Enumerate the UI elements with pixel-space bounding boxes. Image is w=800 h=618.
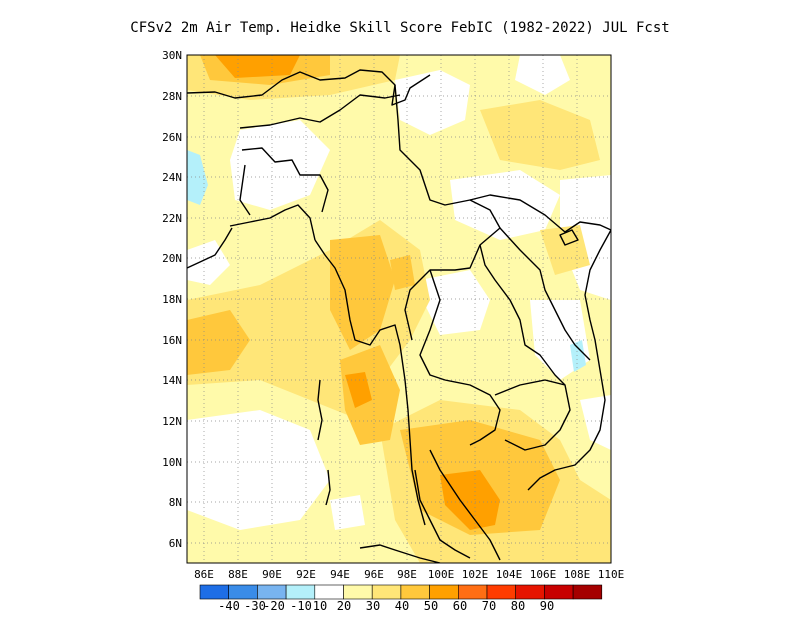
lat-tick-label: 14N (162, 374, 182, 387)
colorbar-swatch (457, 584, 488, 600)
lon-tick-label: 100E (428, 568, 455, 581)
lat-tick-label: 30N (162, 49, 182, 62)
lat-axis: 30N 28N 26N 24N 22N 20N 18N 16N 14N 12N … (162, 49, 182, 550)
colorbar-swatch (486, 584, 517, 600)
colorbar-swatch (343, 584, 373, 600)
lon-tick-label: 106E (530, 568, 557, 581)
lat-tick-label: 8N (169, 496, 182, 509)
colorbar-label: 80 (511, 599, 525, 613)
colorbar-swatch (314, 584, 344, 600)
lat-tick-label: 26N (162, 131, 182, 144)
lat-tick-label: 10N (162, 456, 182, 469)
colorbar-label: 60 (453, 599, 467, 613)
colorbar: -40 -30 -20 -10 10 20 30 40 50 60 70 80 … (199, 584, 603, 613)
lat-tick-label: 28N (162, 90, 182, 103)
colorbar-label: 40 (395, 599, 409, 613)
lon-tick-label: 104E (496, 568, 523, 581)
colorbar-swatch (572, 584, 603, 600)
colorbar-swatch (257, 584, 287, 600)
lon-tick-label: 90E (262, 568, 282, 581)
colorbar-label: 50 (424, 599, 438, 613)
lat-tick-label: 16N (162, 334, 182, 347)
colorbar-boxes (199, 584, 603, 600)
colorbar-swatch (544, 584, 574, 600)
colorbar-label: -30 (244, 599, 266, 613)
lat-tick-label: 18N (162, 293, 182, 306)
colorbar-label: 10 (313, 599, 327, 613)
colorbar-swatch (199, 584, 230, 600)
colorbar-swatch (515, 584, 545, 600)
lon-tick-label: 102E (462, 568, 489, 581)
lat-tick-label: 22N (162, 212, 182, 225)
colorbar-labels: -40 -30 -20 -10 10 20 30 40 50 60 70 80 … (218, 599, 554, 613)
lat-tick-label: 6N (169, 537, 182, 550)
colorbar-label: -20 (263, 599, 285, 613)
colorbar-swatch (400, 584, 430, 600)
colorbar-swatch (285, 584, 316, 600)
lon-axis: 86E 88E 90E 92E 94E 96E 98E 100E 102E 10… (194, 568, 624, 581)
lat-tick-label: 20N (162, 252, 182, 265)
colorbar-swatch (429, 584, 459, 600)
colorbar-swatch (228, 584, 258, 600)
lon-tick-label: 98E (397, 568, 417, 581)
colorbar-swatch (371, 584, 402, 600)
map-frame (186, 54, 612, 564)
colorbar-label: 70 (482, 599, 496, 613)
coastlines-borders (187, 69, 611, 563)
lon-tick-label: 86E (194, 568, 214, 581)
colorbar-label: 90 (540, 599, 554, 613)
lat-tick-label: 24N (162, 171, 182, 184)
lon-tick-label: 94E (330, 568, 350, 581)
colorbar-label: -10 (290, 599, 312, 613)
lon-tick-label: 110E (598, 568, 625, 581)
lat-tick-label: 12N (162, 415, 182, 428)
colorbar-label: 30 (366, 599, 380, 613)
colorbar-label: 20 (337, 599, 351, 613)
lon-tick-label: 88E (228, 568, 248, 581)
lon-tick-label: 96E (364, 568, 384, 581)
lon-tick-label: 108E (564, 568, 591, 581)
colorbar-label: -40 (218, 599, 240, 613)
lon-tick-label: 92E (296, 568, 316, 581)
map-title: CFSv2 2m Air Temp. Heidke Skill Score Fe… (130, 20, 670, 36)
